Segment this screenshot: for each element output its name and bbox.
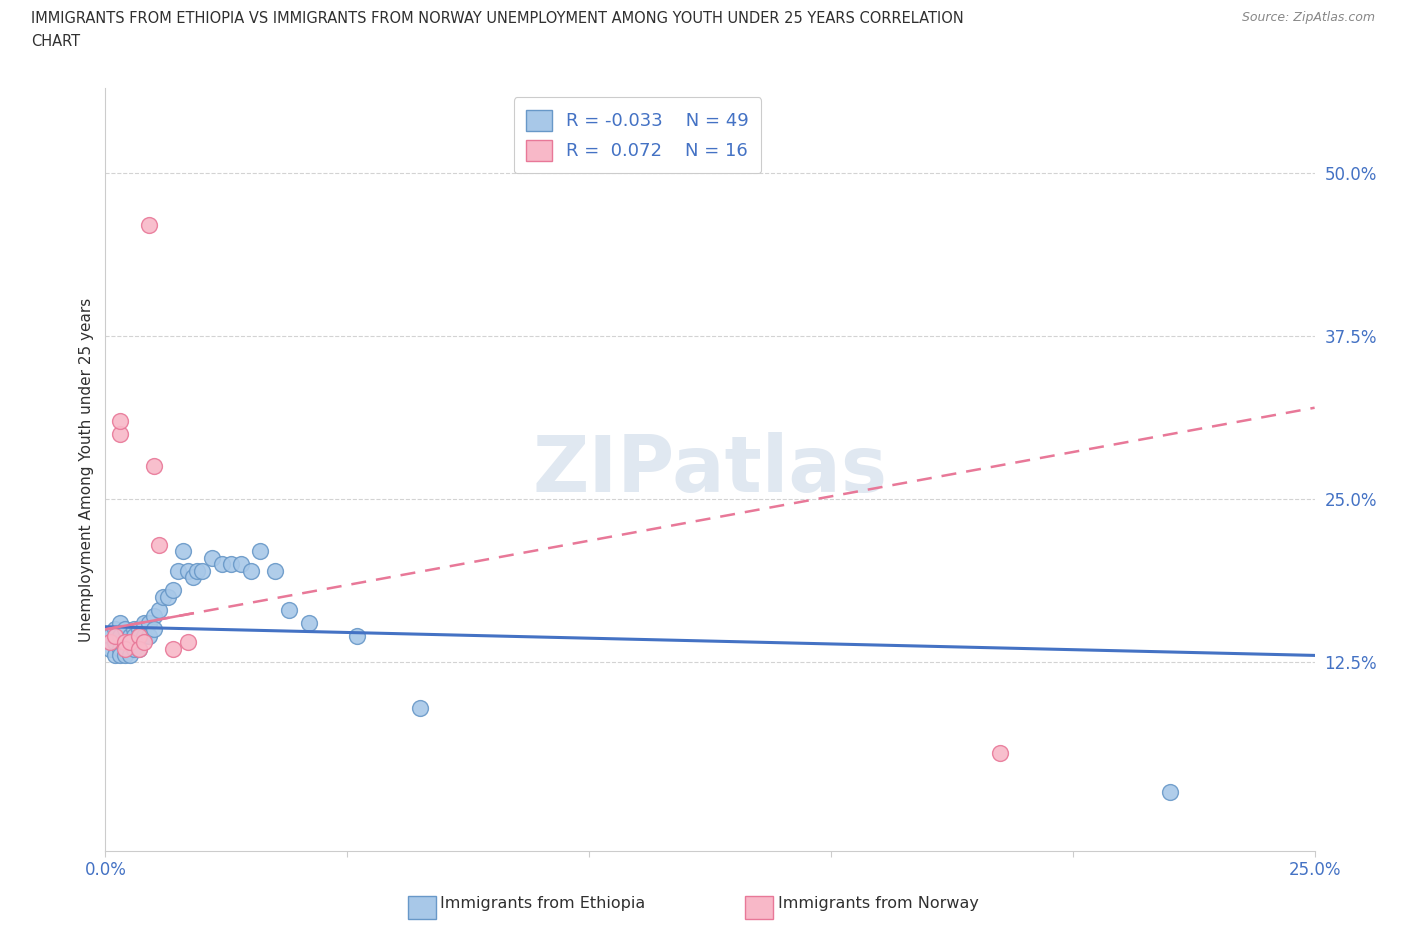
Point (229, 557, 252, 572)
Point (176, 635, 198, 650)
Point (138, 616, 160, 631)
Point (162, 642, 184, 657)
Point (98, 635, 121, 650)
Point (128, 629, 150, 644)
Text: Source: ZipAtlas.com: Source: ZipAtlas.com (1241, 11, 1375, 24)
Text: CHART: CHART (31, 34, 80, 49)
Point (104, 635, 127, 650)
Point (108, 616, 131, 631)
Point (1159, 785, 1181, 800)
Point (108, 642, 131, 657)
Point (297, 616, 319, 631)
Point (118, 635, 141, 650)
Point (278, 603, 301, 618)
Point (263, 564, 285, 578)
Point (409, 700, 432, 715)
Point (108, 413, 131, 428)
Point (104, 648, 127, 663)
Point (114, 622, 136, 637)
Point (104, 629, 127, 644)
Point (176, 564, 198, 578)
Point (211, 557, 233, 572)
Point (219, 557, 242, 572)
Point (128, 622, 150, 637)
Point (108, 629, 131, 644)
Point (124, 622, 146, 637)
Point (118, 635, 141, 650)
Point (128, 642, 150, 657)
Y-axis label: Unemployment Among Youth under 25 years: Unemployment Among Youth under 25 years (79, 298, 94, 642)
Point (128, 629, 150, 644)
Point (108, 648, 131, 663)
Point (108, 426, 131, 441)
Point (346, 629, 368, 644)
Point (167, 564, 190, 578)
Point (118, 648, 141, 663)
Point (104, 622, 127, 637)
Point (142, 622, 165, 637)
Point (186, 564, 208, 578)
Point (124, 629, 146, 644)
Point (142, 609, 165, 624)
Point (201, 551, 224, 565)
Point (98, 642, 121, 657)
Point (157, 590, 180, 604)
Point (124, 642, 146, 657)
Text: Immigrants from Ethiopia: Immigrants from Ethiopia (440, 897, 645, 911)
Point (181, 570, 204, 585)
Point (114, 642, 136, 657)
Point (988, 746, 1011, 761)
Point (172, 544, 194, 559)
Point (148, 603, 170, 618)
Point (128, 642, 150, 657)
Point (138, 629, 160, 644)
Point (134, 635, 156, 650)
Point (118, 629, 141, 644)
Point (142, 458, 165, 473)
Point (152, 590, 174, 604)
Text: Immigrants from Norway: Immigrants from Norway (778, 897, 979, 911)
Point (98, 629, 121, 644)
Point (114, 648, 136, 663)
Point (114, 635, 136, 650)
Text: IMMIGRANTS FROM ETHIOPIA VS IMMIGRANTS FROM NORWAY UNEMPLOYMENT AMONG YOUTH UNDE: IMMIGRANTS FROM ETHIOPIA VS IMMIGRANTS F… (31, 11, 963, 26)
Legend: R = -0.033    N = 49, R =  0.072    N = 16: R = -0.033 N = 49, R = 0.072 N = 16 (513, 98, 762, 173)
Point (148, 538, 170, 552)
Point (249, 544, 271, 559)
Point (191, 564, 214, 578)
Point (239, 564, 262, 578)
Point (134, 629, 156, 644)
Point (134, 616, 156, 631)
Point (162, 583, 184, 598)
Point (138, 218, 160, 232)
Text: ZIPatlas: ZIPatlas (533, 432, 887, 508)
Point (114, 635, 136, 650)
